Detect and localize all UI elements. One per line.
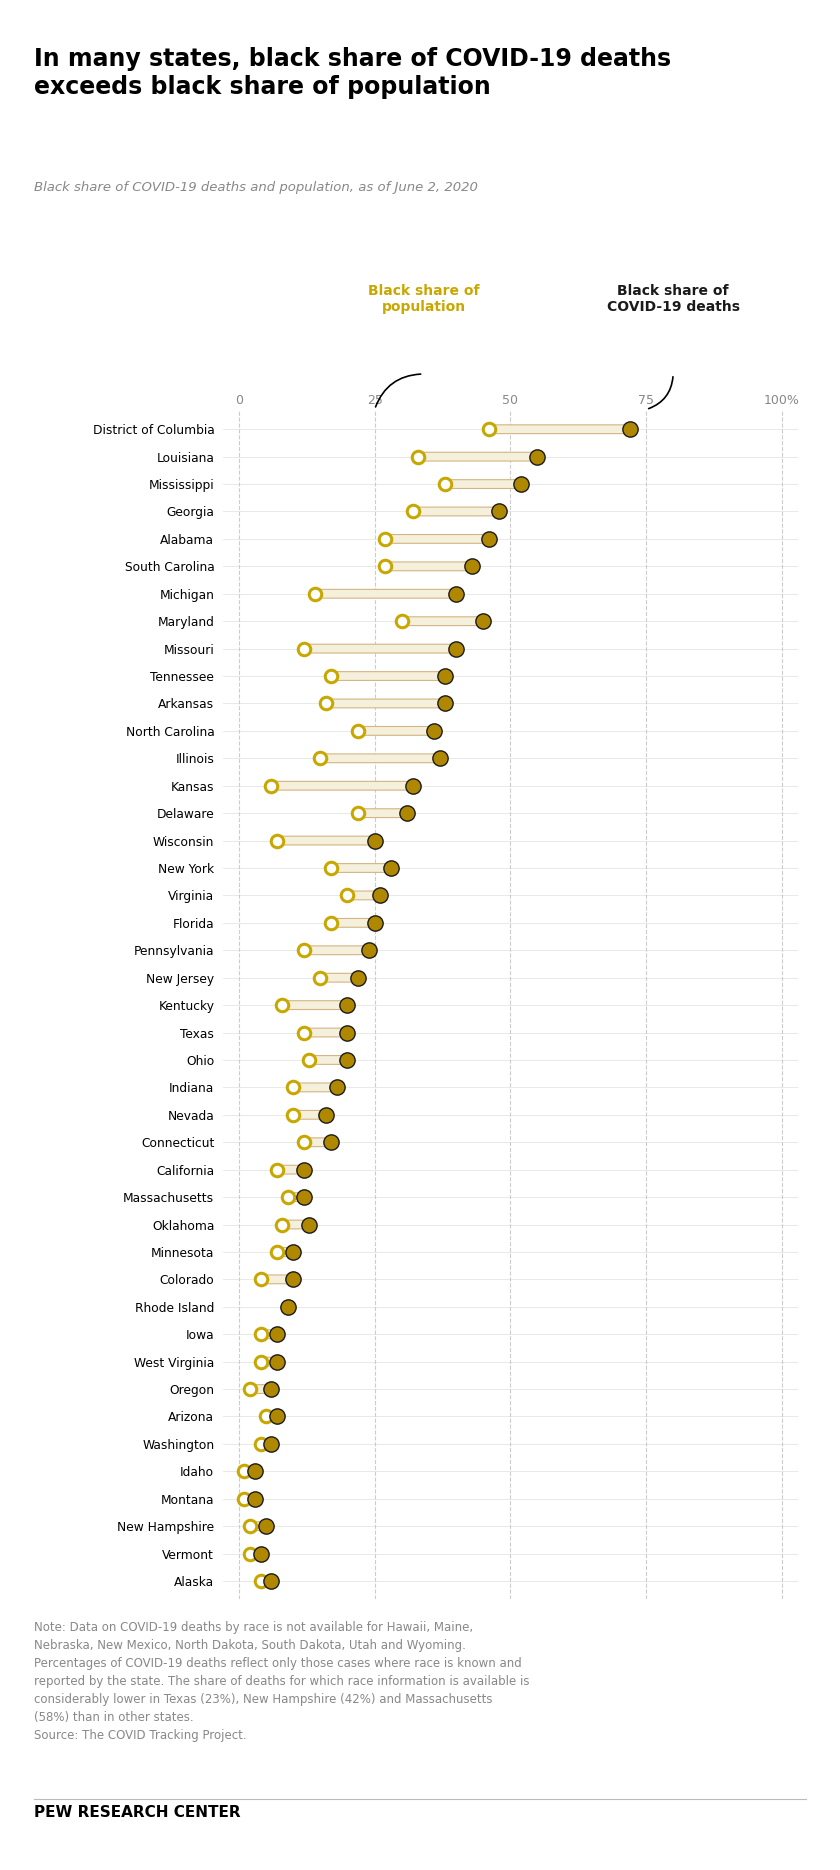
Text: Black share of COVID-19 deaths and population, as of June 2, 2020: Black share of COVID-19 deaths and popul… [34,181,477,194]
FancyBboxPatch shape [288,1193,304,1202]
FancyBboxPatch shape [260,1358,277,1365]
FancyBboxPatch shape [418,453,538,462]
FancyBboxPatch shape [402,617,483,626]
Text: Note: Data on COVID-19 deaths by race is not available for Hawaii, Maine,
Nebras: Note: Data on COVID-19 deaths by race is… [34,1621,529,1743]
FancyBboxPatch shape [260,1576,271,1586]
FancyBboxPatch shape [348,890,380,899]
Text: Black share of
COVID-19 deaths: Black share of COVID-19 deaths [606,284,740,314]
FancyBboxPatch shape [266,1412,277,1421]
Text: Black share of
population: Black share of population [368,284,479,314]
FancyBboxPatch shape [331,671,445,681]
FancyBboxPatch shape [293,1111,326,1120]
FancyBboxPatch shape [320,754,439,763]
FancyBboxPatch shape [260,1440,271,1447]
Text: In many states, black share of COVID-19 deaths
exceeds black share of population: In many states, black share of COVID-19 … [34,47,670,99]
FancyBboxPatch shape [271,782,412,791]
FancyBboxPatch shape [359,808,407,817]
FancyBboxPatch shape [244,1466,255,1475]
FancyBboxPatch shape [282,1219,309,1229]
FancyBboxPatch shape [244,1494,255,1503]
FancyBboxPatch shape [304,1028,348,1038]
FancyBboxPatch shape [326,699,445,709]
FancyBboxPatch shape [331,864,391,873]
FancyBboxPatch shape [277,1165,304,1174]
FancyBboxPatch shape [282,1000,348,1010]
FancyBboxPatch shape [331,918,375,928]
FancyBboxPatch shape [249,1522,266,1530]
FancyBboxPatch shape [309,1055,348,1064]
FancyBboxPatch shape [293,1083,337,1092]
FancyBboxPatch shape [249,1548,260,1558]
FancyBboxPatch shape [359,727,434,735]
FancyBboxPatch shape [249,1384,271,1393]
FancyBboxPatch shape [412,507,500,516]
FancyBboxPatch shape [315,589,456,598]
FancyBboxPatch shape [260,1330,277,1339]
FancyBboxPatch shape [287,1302,289,1311]
Text: PEW RESEARCH CENTER: PEW RESEARCH CENTER [34,1805,240,1820]
FancyBboxPatch shape [277,1247,293,1257]
FancyBboxPatch shape [386,535,489,544]
FancyBboxPatch shape [277,836,375,845]
FancyBboxPatch shape [320,972,359,982]
FancyBboxPatch shape [304,946,369,956]
FancyBboxPatch shape [304,1137,331,1146]
FancyBboxPatch shape [489,424,630,434]
FancyBboxPatch shape [304,645,456,653]
FancyBboxPatch shape [260,1275,293,1283]
FancyBboxPatch shape [445,481,521,488]
FancyBboxPatch shape [386,563,472,570]
